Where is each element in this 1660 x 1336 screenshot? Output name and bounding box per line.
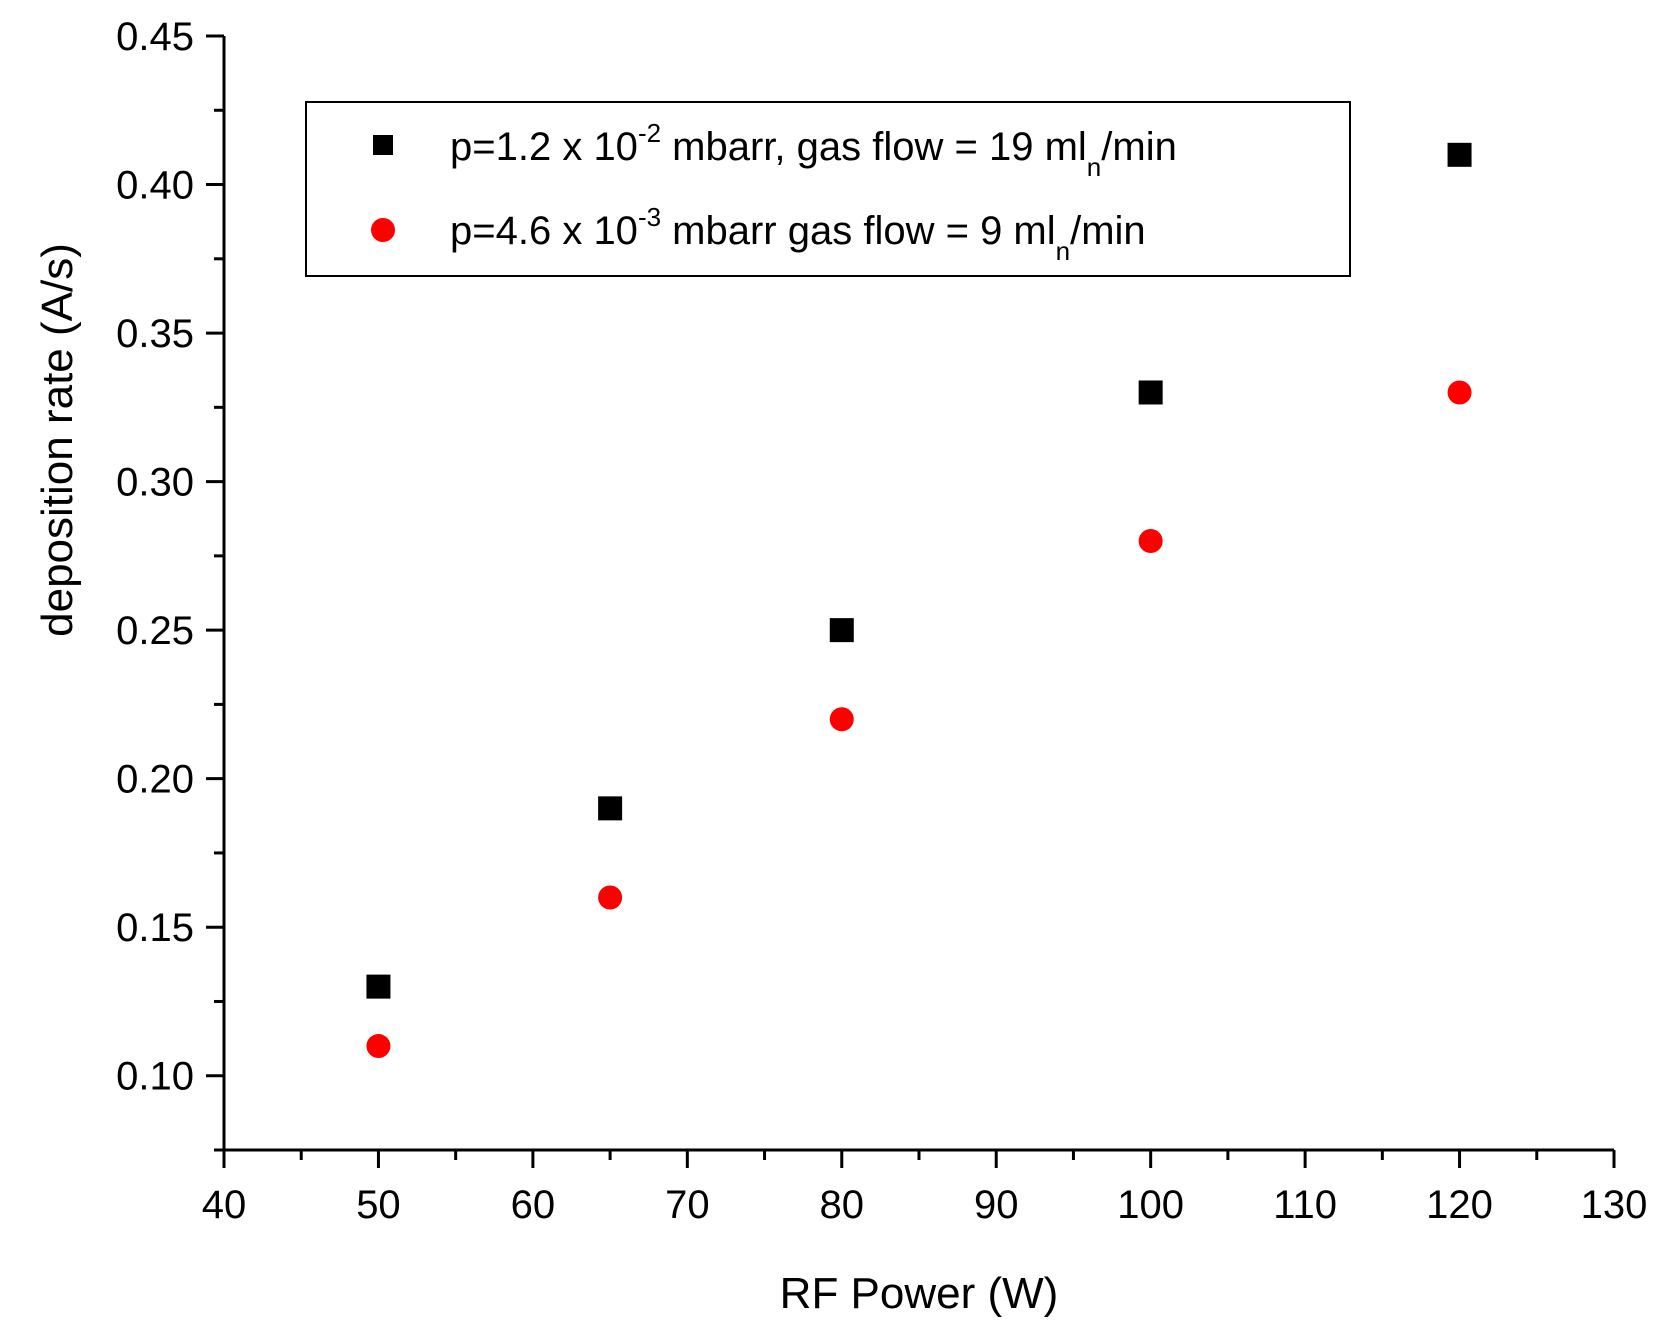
x-tick-label: 60 (511, 1183, 556, 1227)
legend-entry-1-text-end: /min (1101, 125, 1177, 169)
x-tick-label: 80 (820, 1183, 865, 1227)
series-1-point (1447, 142, 1472, 167)
legend-marker-circle (371, 218, 395, 242)
x-tick-label: 50 (356, 1183, 401, 1227)
y-ticks: 0.10 0.15 0.20 0.25 0.30 0.35 0.40 0.45 (116, 15, 224, 1152)
series-2-point (1447, 380, 1472, 405)
x-tick-label: 130 (1581, 1183, 1648, 1227)
legend-entry-2-text-end: /min (1070, 209, 1146, 253)
legend-entry-2-subscript: n (1056, 236, 1070, 266)
x-tick-label: 90 (974, 1183, 1019, 1227)
legend-frame (305, 101, 1351, 277)
x-axis-title: RF Power (W) (780, 1269, 1059, 1318)
series-1-point (598, 796, 623, 821)
x-tick-label: 40 (202, 1183, 247, 1227)
series-1-point (829, 618, 854, 643)
legend-entry-1-subscript: n (1087, 152, 1101, 182)
legend-entry-1-text-mid: mbarr, gas flow = 19 ml (661, 125, 1087, 169)
x-tick-label: 120 (1426, 1183, 1493, 1227)
legend-entry-2-text: p=4.6 x 10 (450, 209, 638, 253)
x-tick-label: 110 (1273, 1183, 1337, 1227)
y-tick-label: 0.25 (116, 609, 194, 653)
series-2-point (598, 885, 623, 910)
legend-entry-2-text-mid: mbarr gas flow = 9 ml (661, 209, 1056, 253)
data-points (366, 142, 1472, 1059)
y-tick-label: 0.45 (116, 15, 194, 59)
y-tick-label: 0.35 (116, 312, 194, 356)
legend-marker-square (373, 135, 393, 155)
series-2-point (829, 707, 854, 732)
legend: p=1.2 x 10-2 mbarr, gas flow = 19 mln/mi… (305, 101, 1351, 277)
series-1-point (366, 974, 391, 999)
legend-entry-1-superscript: -2 (638, 118, 661, 148)
y-tick-label: 0.10 (116, 1055, 194, 1099)
y-tick-label: 0.40 (116, 164, 194, 208)
series-2-point (1138, 529, 1163, 554)
y-tick-label: 0.30 (116, 461, 194, 505)
legend-entry-1: p=1.2 x 10-2 mbarr, gas flow = 19 mln/mi… (450, 118, 1177, 182)
series-1-point (1138, 380, 1163, 405)
x-tick-label: 70 (665, 1183, 710, 1227)
legend-entry-2-superscript: -3 (638, 202, 661, 232)
y-tick-label: 0.20 (116, 758, 194, 802)
series-2-point (366, 1034, 391, 1059)
legend-entry-2: p=4.6 x 10-3 mbarr gas flow = 9 mln/min (450, 202, 1146, 266)
x-tick-label: 100 (1117, 1183, 1184, 1227)
legend-entry-1-text: p=1.2 x 10 (450, 125, 638, 169)
y-tick-label: 0.15 (116, 906, 194, 950)
x-ticks: 40 50 60 70 80 90 100 110 120 130 (202, 1150, 1648, 1227)
y-axis-title: deposition rate (A/s) (33, 243, 82, 637)
